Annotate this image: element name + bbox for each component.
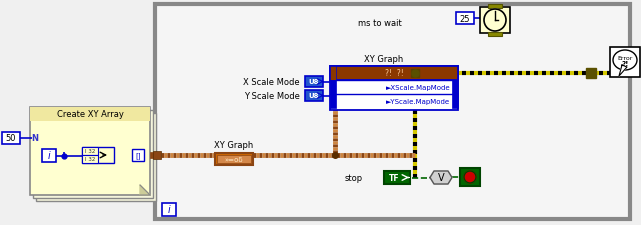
Bar [162,203,176,216]
Text: Create XY Array: Create XY Array [56,110,124,119]
Bar [82,147,114,163]
Bar [153,151,161,159]
Bar [330,94,336,108]
Text: XY Graph: XY Graph [214,141,254,150]
Bar [36,113,156,201]
Bar [30,108,150,195]
Text: []: [] [135,152,141,159]
Bar [82,147,98,155]
Text: i: i [168,205,171,215]
Bar [330,67,336,81]
Bar [480,8,510,34]
Polygon shape [140,185,150,195]
Polygon shape [619,66,627,77]
Text: Error: Error [617,55,633,60]
Text: 25: 25 [460,14,470,23]
Bar [330,81,336,94]
Bar [305,91,323,101]
Bar [384,171,410,184]
Bar [610,48,640,78]
Bar [330,67,458,81]
Bar [452,81,458,94]
Bar [305,77,323,88]
Polygon shape [430,171,452,184]
Text: X Scale Mode: X Scale Mode [244,78,300,87]
Bar [30,108,150,122]
Text: U8: U8 [309,79,319,85]
Circle shape [484,10,506,32]
Text: 50: 50 [6,134,16,143]
Bar [132,149,144,161]
Bar [452,94,458,108]
Bar [330,67,458,110]
Bar [155,5,630,219]
Text: I 32: I 32 [85,157,95,162]
Bar [456,13,474,25]
Bar [215,153,253,165]
Bar [460,168,480,186]
Bar [150,152,156,158]
Text: I 32: I 32 [85,149,95,154]
Text: ?!  ?!: ?! ?! [385,69,403,78]
Text: ?!: ?! [621,61,629,67]
Text: XY Graph: XY Graph [364,55,404,64]
Text: ►XScale.MapMode: ►XScale.MapMode [386,85,451,91]
Text: i: i [47,151,51,161]
Bar [82,155,98,163]
Bar [2,132,20,144]
Bar [42,149,56,162]
Text: Y Scale Mode: Y Scale Mode [244,92,300,101]
Bar [33,110,153,198]
Bar [330,67,458,81]
Text: V: V [438,173,444,183]
Circle shape [464,171,476,183]
Text: U8: U8 [309,93,319,99]
Bar [488,5,502,9]
Text: »=oδ: »=oδ [225,156,244,162]
Bar [217,155,251,163]
Text: ms to wait: ms to wait [358,18,402,27]
Text: N: N [31,134,38,143]
Text: TF: TF [388,173,399,182]
Text: stop: stop [345,173,363,182]
Ellipse shape [613,51,637,71]
Text: ►YScale.MapMode: ►YScale.MapMode [386,99,450,105]
Bar [488,33,502,37]
